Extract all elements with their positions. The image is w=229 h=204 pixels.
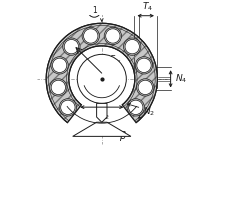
Text: $\alpha$: $\alpha$	[97, 102, 106, 112]
Text: 1: 1	[92, 7, 96, 16]
Text: $F_w$: $F_w$	[109, 53, 121, 66]
Circle shape	[105, 29, 120, 43]
Circle shape	[136, 79, 153, 96]
Polygon shape	[96, 103, 106, 122]
Circle shape	[128, 100, 142, 114]
Circle shape	[49, 79, 67, 96]
Polygon shape	[67, 79, 135, 134]
Text: $N_2$: $N_2$	[143, 106, 155, 118]
Circle shape	[63, 38, 80, 55]
Circle shape	[64, 40, 78, 54]
Circle shape	[51, 57, 68, 74]
Text: $\beta$: $\beta$	[118, 129, 126, 143]
Circle shape	[60, 100, 75, 114]
Circle shape	[51, 80, 65, 95]
Circle shape	[126, 99, 144, 116]
Circle shape	[123, 38, 140, 55]
Polygon shape	[46, 23, 157, 123]
Circle shape	[82, 27, 99, 45]
Circle shape	[83, 29, 98, 43]
Circle shape	[88, 5, 100, 17]
Circle shape	[52, 58, 66, 72]
Text: $B_2$: $B_2$	[98, 109, 109, 122]
Circle shape	[137, 80, 152, 95]
Circle shape	[125, 40, 139, 54]
Circle shape	[59, 99, 76, 116]
Text: $N_4$: $N_4$	[174, 73, 187, 85]
Circle shape	[135, 57, 152, 74]
Circle shape	[77, 54, 126, 103]
Polygon shape	[72, 122, 130, 136]
Text: $T_4$: $T_4$	[141, 0, 153, 13]
Circle shape	[104, 27, 121, 45]
Circle shape	[136, 58, 150, 72]
